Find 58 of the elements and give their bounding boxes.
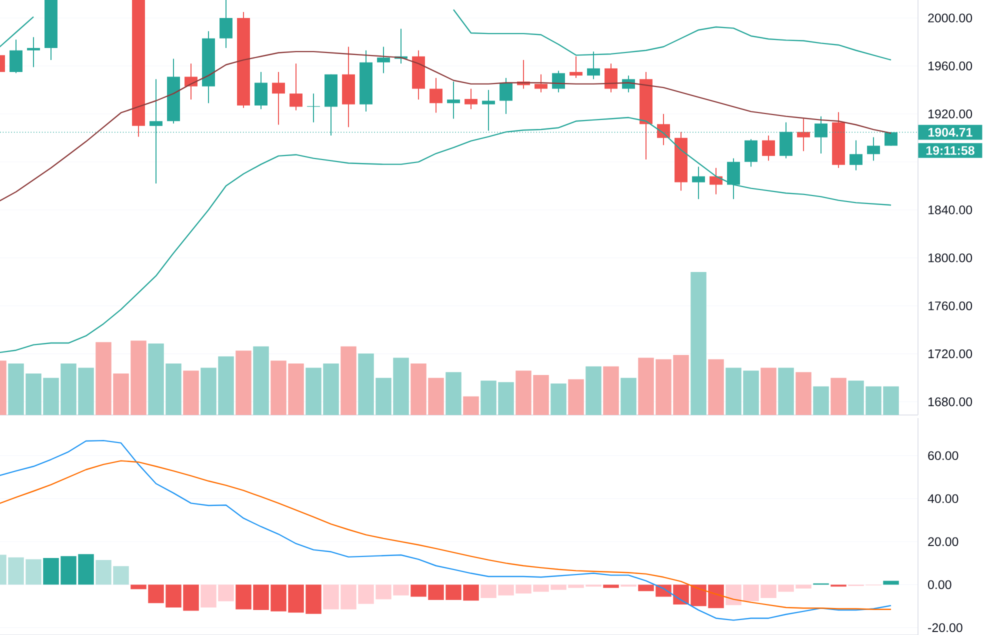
candlestick [867,136,880,162]
bar [586,366,602,415]
y-tick-label: 0.00 [928,580,952,590]
bar [883,580,899,585]
candlestick [604,63,618,93]
y-tick-label: 1800.00 [928,253,972,262]
y-tick-label: -20.00 [928,623,962,632]
candlestick [430,77,442,114]
bar [603,366,619,415]
y-tick-label: 1720.00 [928,349,972,358]
candlestick [692,166,705,200]
y-tick-label: 1920.00 [928,110,972,118]
candlestick [534,74,548,93]
bar [708,359,724,415]
bar [253,346,269,415]
candlestick [850,140,862,171]
bar [236,350,252,415]
candlestick [552,70,565,93]
candlestick [220,0,232,48]
candlestick [272,71,285,126]
y-tick-label: 60.00 [928,451,958,460]
bar [568,379,584,415]
candlestick [377,46,390,74]
bar [340,346,356,415]
candlestick [570,56,582,78]
candlestick [290,63,302,111]
candlestick [447,81,460,120]
candlestick [10,39,22,74]
candlestick [744,138,758,168]
candlestick [762,135,775,162]
bar [463,396,479,415]
candlestick [464,88,478,110]
y-tick-label: 2000.00 [928,14,972,22]
bar [796,372,812,415]
candlestick [27,36,40,68]
y-tick-label: 1680.00 [928,397,972,406]
text: 19:11:58 [926,146,974,155]
candlestick [797,118,810,152]
bar [813,386,829,415]
candlestick [657,113,670,146]
y-tick-label: 1840.00 [928,205,972,214]
ref-line-label: 1904.71 [928,128,972,137]
y-tick-label: 40.00 [928,494,958,504]
bar [603,584,619,588]
bar [550,384,566,415]
bar [690,272,706,415]
bar [620,378,636,415]
y-tick-label: 1960.00 [928,62,972,70]
bar [830,378,846,415]
candlestick [254,71,268,110]
bar [778,368,794,415]
y-tick-label: 1760.00 [928,301,972,310]
bar [183,370,199,415]
y-tick-label: 20.00 [928,537,958,546]
bar [760,368,776,415]
bar [446,372,462,415]
candlestick [727,158,740,200]
candlestick [500,77,512,114]
